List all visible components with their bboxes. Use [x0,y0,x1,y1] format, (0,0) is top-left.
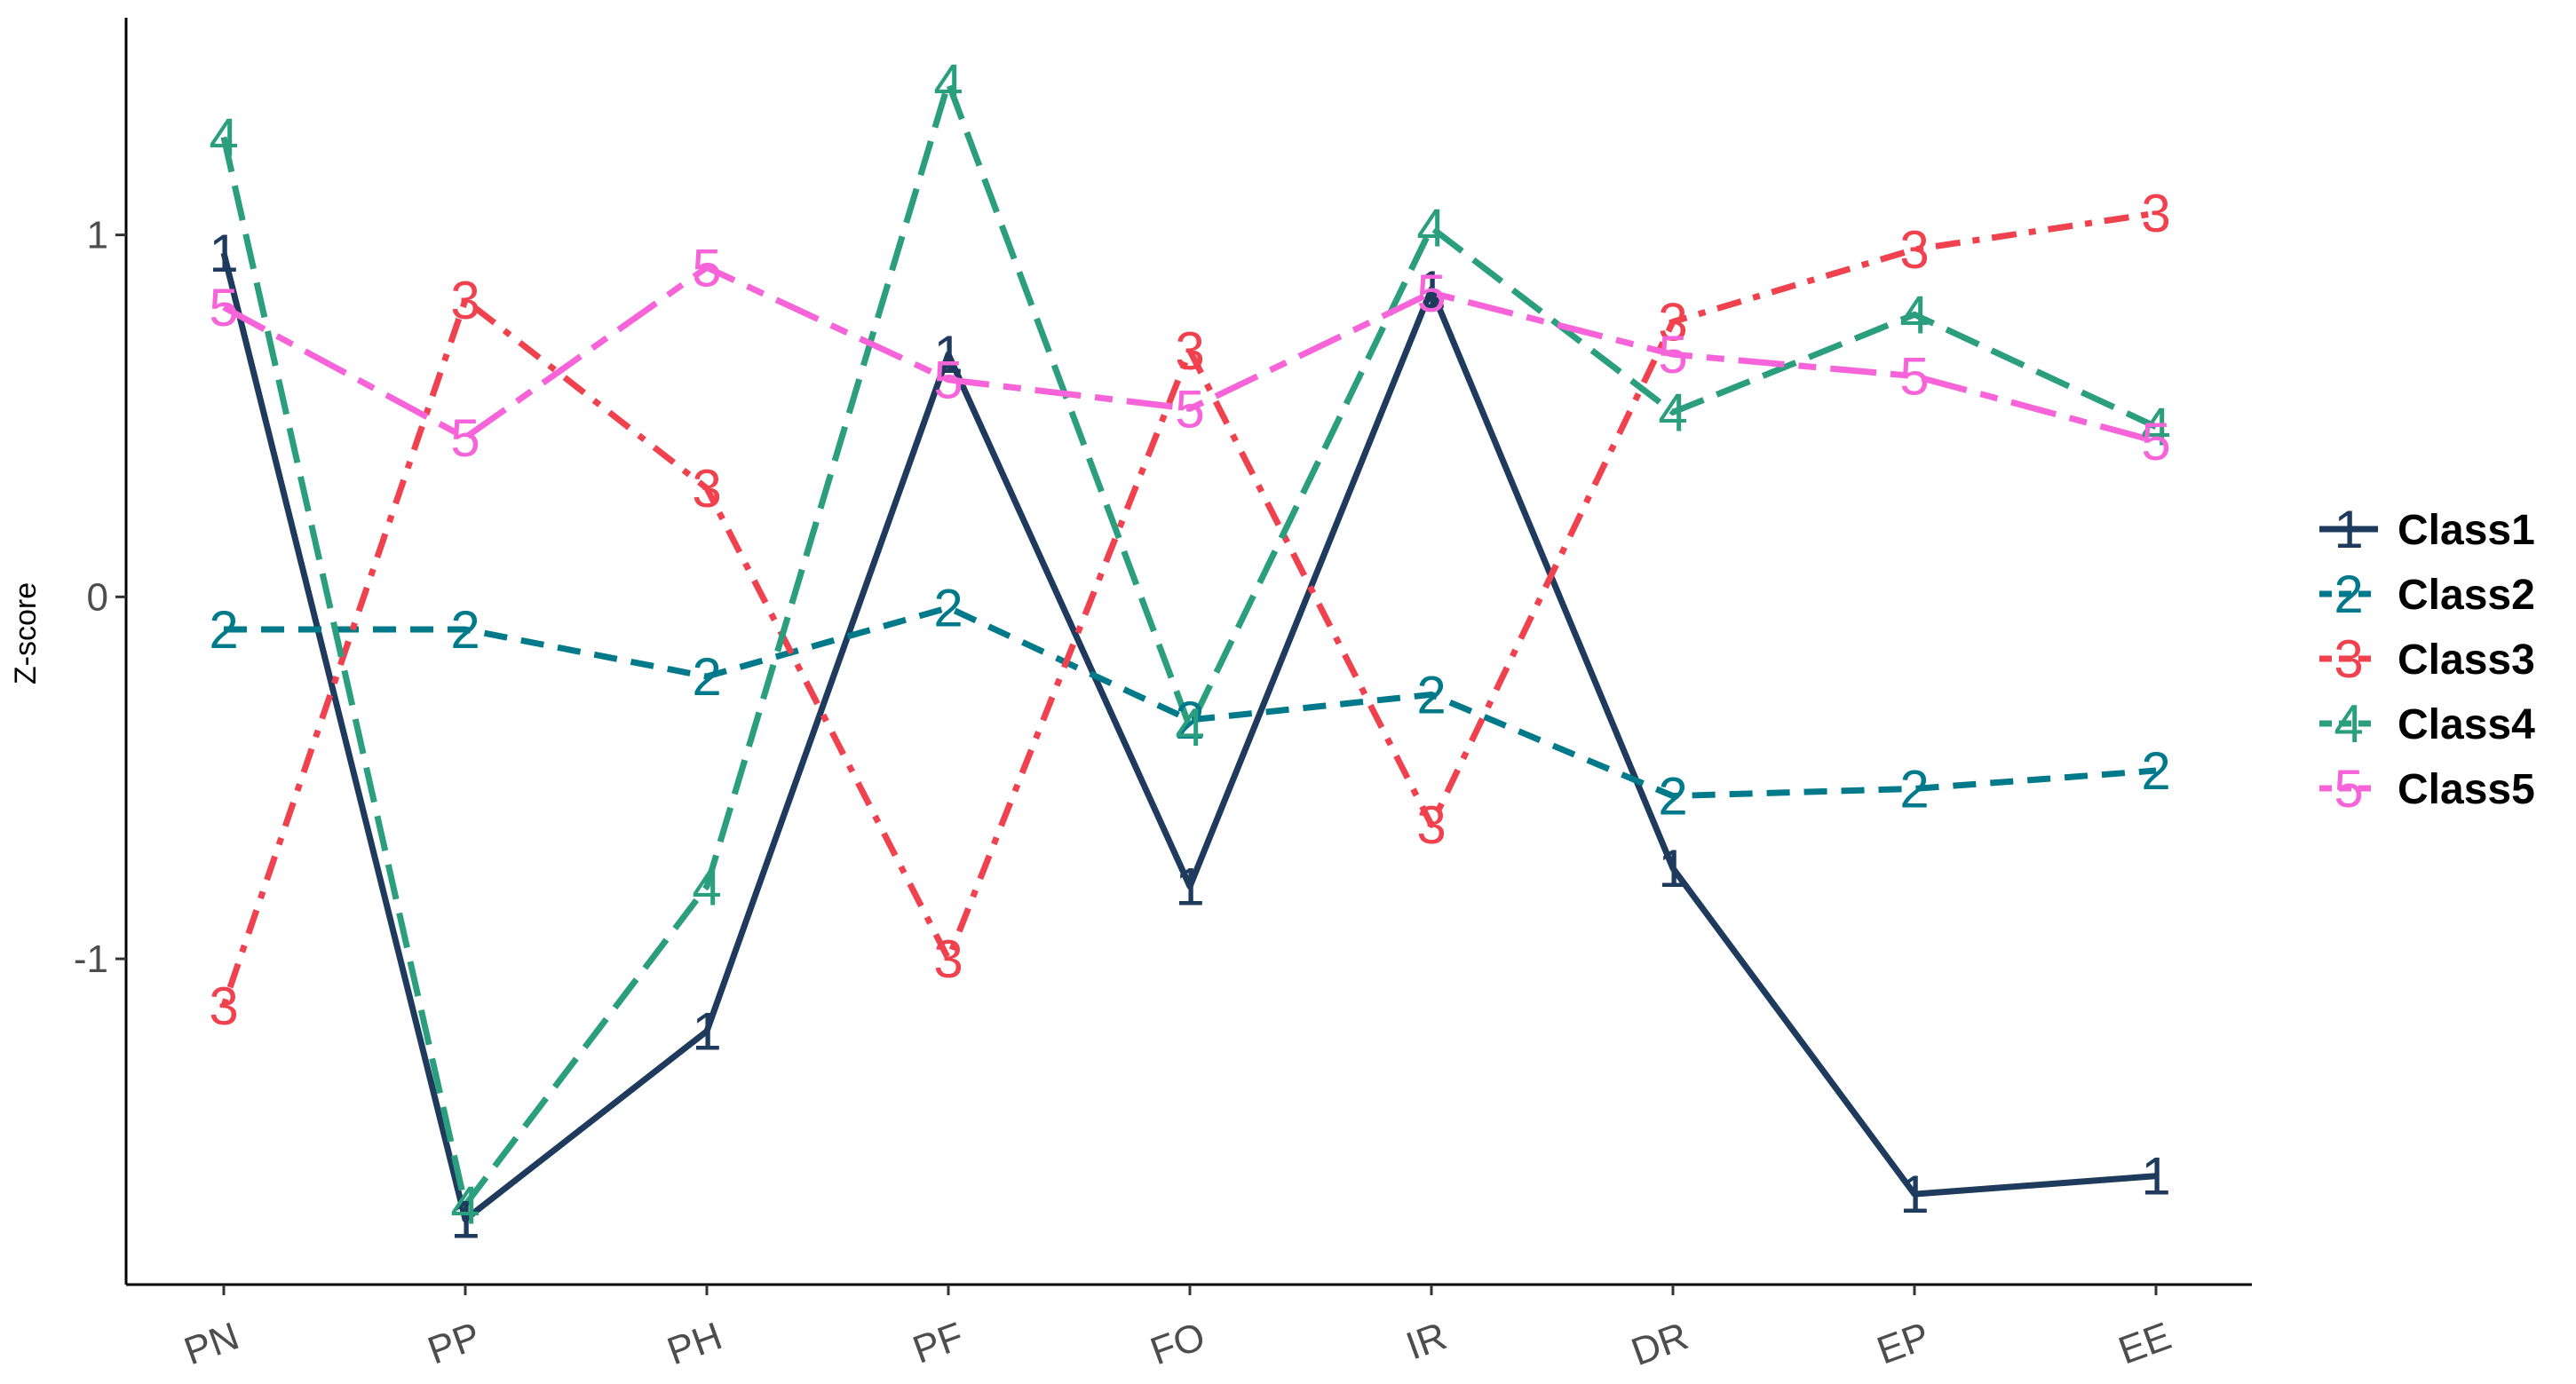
point-class5-ph: 5 [692,238,721,297]
point-class3-pf: 3 [933,929,963,989]
point-class2-pp: 2 [450,600,480,660]
series-line-class3 [220,210,2157,1008]
point-class2-fo: 2 [1175,691,1204,750]
legend-key-marker: 2 [2334,565,2363,624]
point-class1-pn: 1 [209,224,238,283]
point-class2-ph: 2 [692,647,721,707]
legend-label: Class5 [2398,766,2535,813]
point-class1-ph: 1 [692,1002,721,1062]
legend-item-class3: 3 Class3 [2319,629,2535,689]
x-tick-label: FO [1145,1314,1210,1373]
point-class3-pn: 3 [209,977,238,1036]
point-class3-dr: 3 [1658,292,1687,352]
point-class2-pn: 2 [209,600,238,660]
point-class3-ep: 3 [1899,220,1929,280]
point-class4-dr: 4 [1658,383,1687,442]
point-class1-dr: 1 [1658,839,1687,898]
point-class5-fo: 5 [1175,379,1204,439]
point-class3-pp: 3 [450,271,480,330]
legend-label: Class4 [2398,701,2535,748]
point-class4-pn: 4 [209,108,238,168]
x-tick-label: PF [908,1314,970,1372]
legend-key-marker: 4 [2334,694,2363,754]
x-tick-label: IR [1400,1314,1452,1368]
y-axis-title: Z-score [9,582,43,684]
point-class5-dr: 5 [1658,325,1687,384]
point-class5-ee: 5 [2141,412,2170,471]
series-line-class5 [222,264,2157,445]
legend-label: Class3 [2398,637,2535,684]
point-class3-fo: 3 [1175,321,1204,381]
point-class1-pf: 1 [933,325,963,384]
point-class1-ir: 1 [1416,260,1446,320]
legend-item-class4: 4 Class4 [2319,694,2535,754]
legend-item-class2: 2 Class2 [2319,565,2535,624]
x-tick-label: DR [1626,1314,1693,1374]
point-class3-ir: 3 [1416,795,1446,855]
point-class2-ep: 2 [1899,759,1929,819]
legend-key-marker: 5 [2334,759,2363,819]
series-lines [220,79,2158,1223]
point-class1-ee: 1 [2141,1147,2170,1206]
x-tick-label: EE [2112,1314,2176,1372]
point-class2-pf: 2 [933,579,963,638]
legend-item-class5: 5 Class5 [2319,759,2535,819]
x-axis-ticks: PN PP PH PF FO IR DR EP EE [178,1285,2176,1374]
point-class4-ep: 4 [1899,285,1929,344]
plot-area: -1 0 1 PN PP PH PF FO IR DR EP EE 1 1 1 1 1 1 1 1 1 2 2 2 2 2 2 2… [74,18,2252,1374]
point-class4-fo: 4 [1175,698,1204,757]
point-class3-ee: 3 [2141,184,2170,243]
point-class5-pf: 5 [933,351,963,410]
series-line-class4 [220,79,2158,1208]
point-class4-ir: 4 [1416,198,1446,257]
x-tick-label: EP [1871,1314,1935,1372]
y-tick-label: -1 [74,937,108,981]
legend-label: Class2 [2398,572,2535,619]
legend: 1 Class1 2 Class2 3 Class3 4 Class4 5 Class5 [2319,500,2535,819]
y-tick-label: 1 [87,214,108,257]
point-class4-ee: 4 [2141,398,2170,457]
point-class5-ir: 5 [1416,264,1446,323]
y-axis-ticks: -1 0 1 [74,214,126,981]
point-class2-dr: 2 [1658,767,1687,826]
point-class4-pf: 4 [933,53,963,113]
legend-label: Class1 [2398,507,2535,554]
x-tick-label: PN [178,1314,244,1373]
point-class1-fo: 1 [1175,858,1204,917]
point-class2-ee: 2 [2141,741,2170,801]
x-tick-label: PP [422,1314,486,1372]
y-tick-label: 0 [87,575,108,619]
legend-key-marker: 1 [2334,500,2363,559]
point-class5-pp: 5 [450,408,480,468]
legend-key-marker: 3 [2334,629,2363,689]
point-class3-ph: 3 [692,459,721,518]
x-tick-label: PH [662,1314,727,1373]
point-class4-pp: 4 [450,1175,480,1235]
point-class4-ph: 4 [692,858,721,917]
legend-item-class1: 1 Class1 [2319,500,2535,559]
series-line-class1 [220,252,2157,1223]
point-class1-ep: 1 [1899,1165,1929,1224]
point-class2-ir: 2 [1416,665,1446,724]
point-class5-pn: 5 [209,278,238,337]
point-class5-ep: 5 [1899,347,1929,407]
point-class1-pp: 1 [450,1190,480,1250]
